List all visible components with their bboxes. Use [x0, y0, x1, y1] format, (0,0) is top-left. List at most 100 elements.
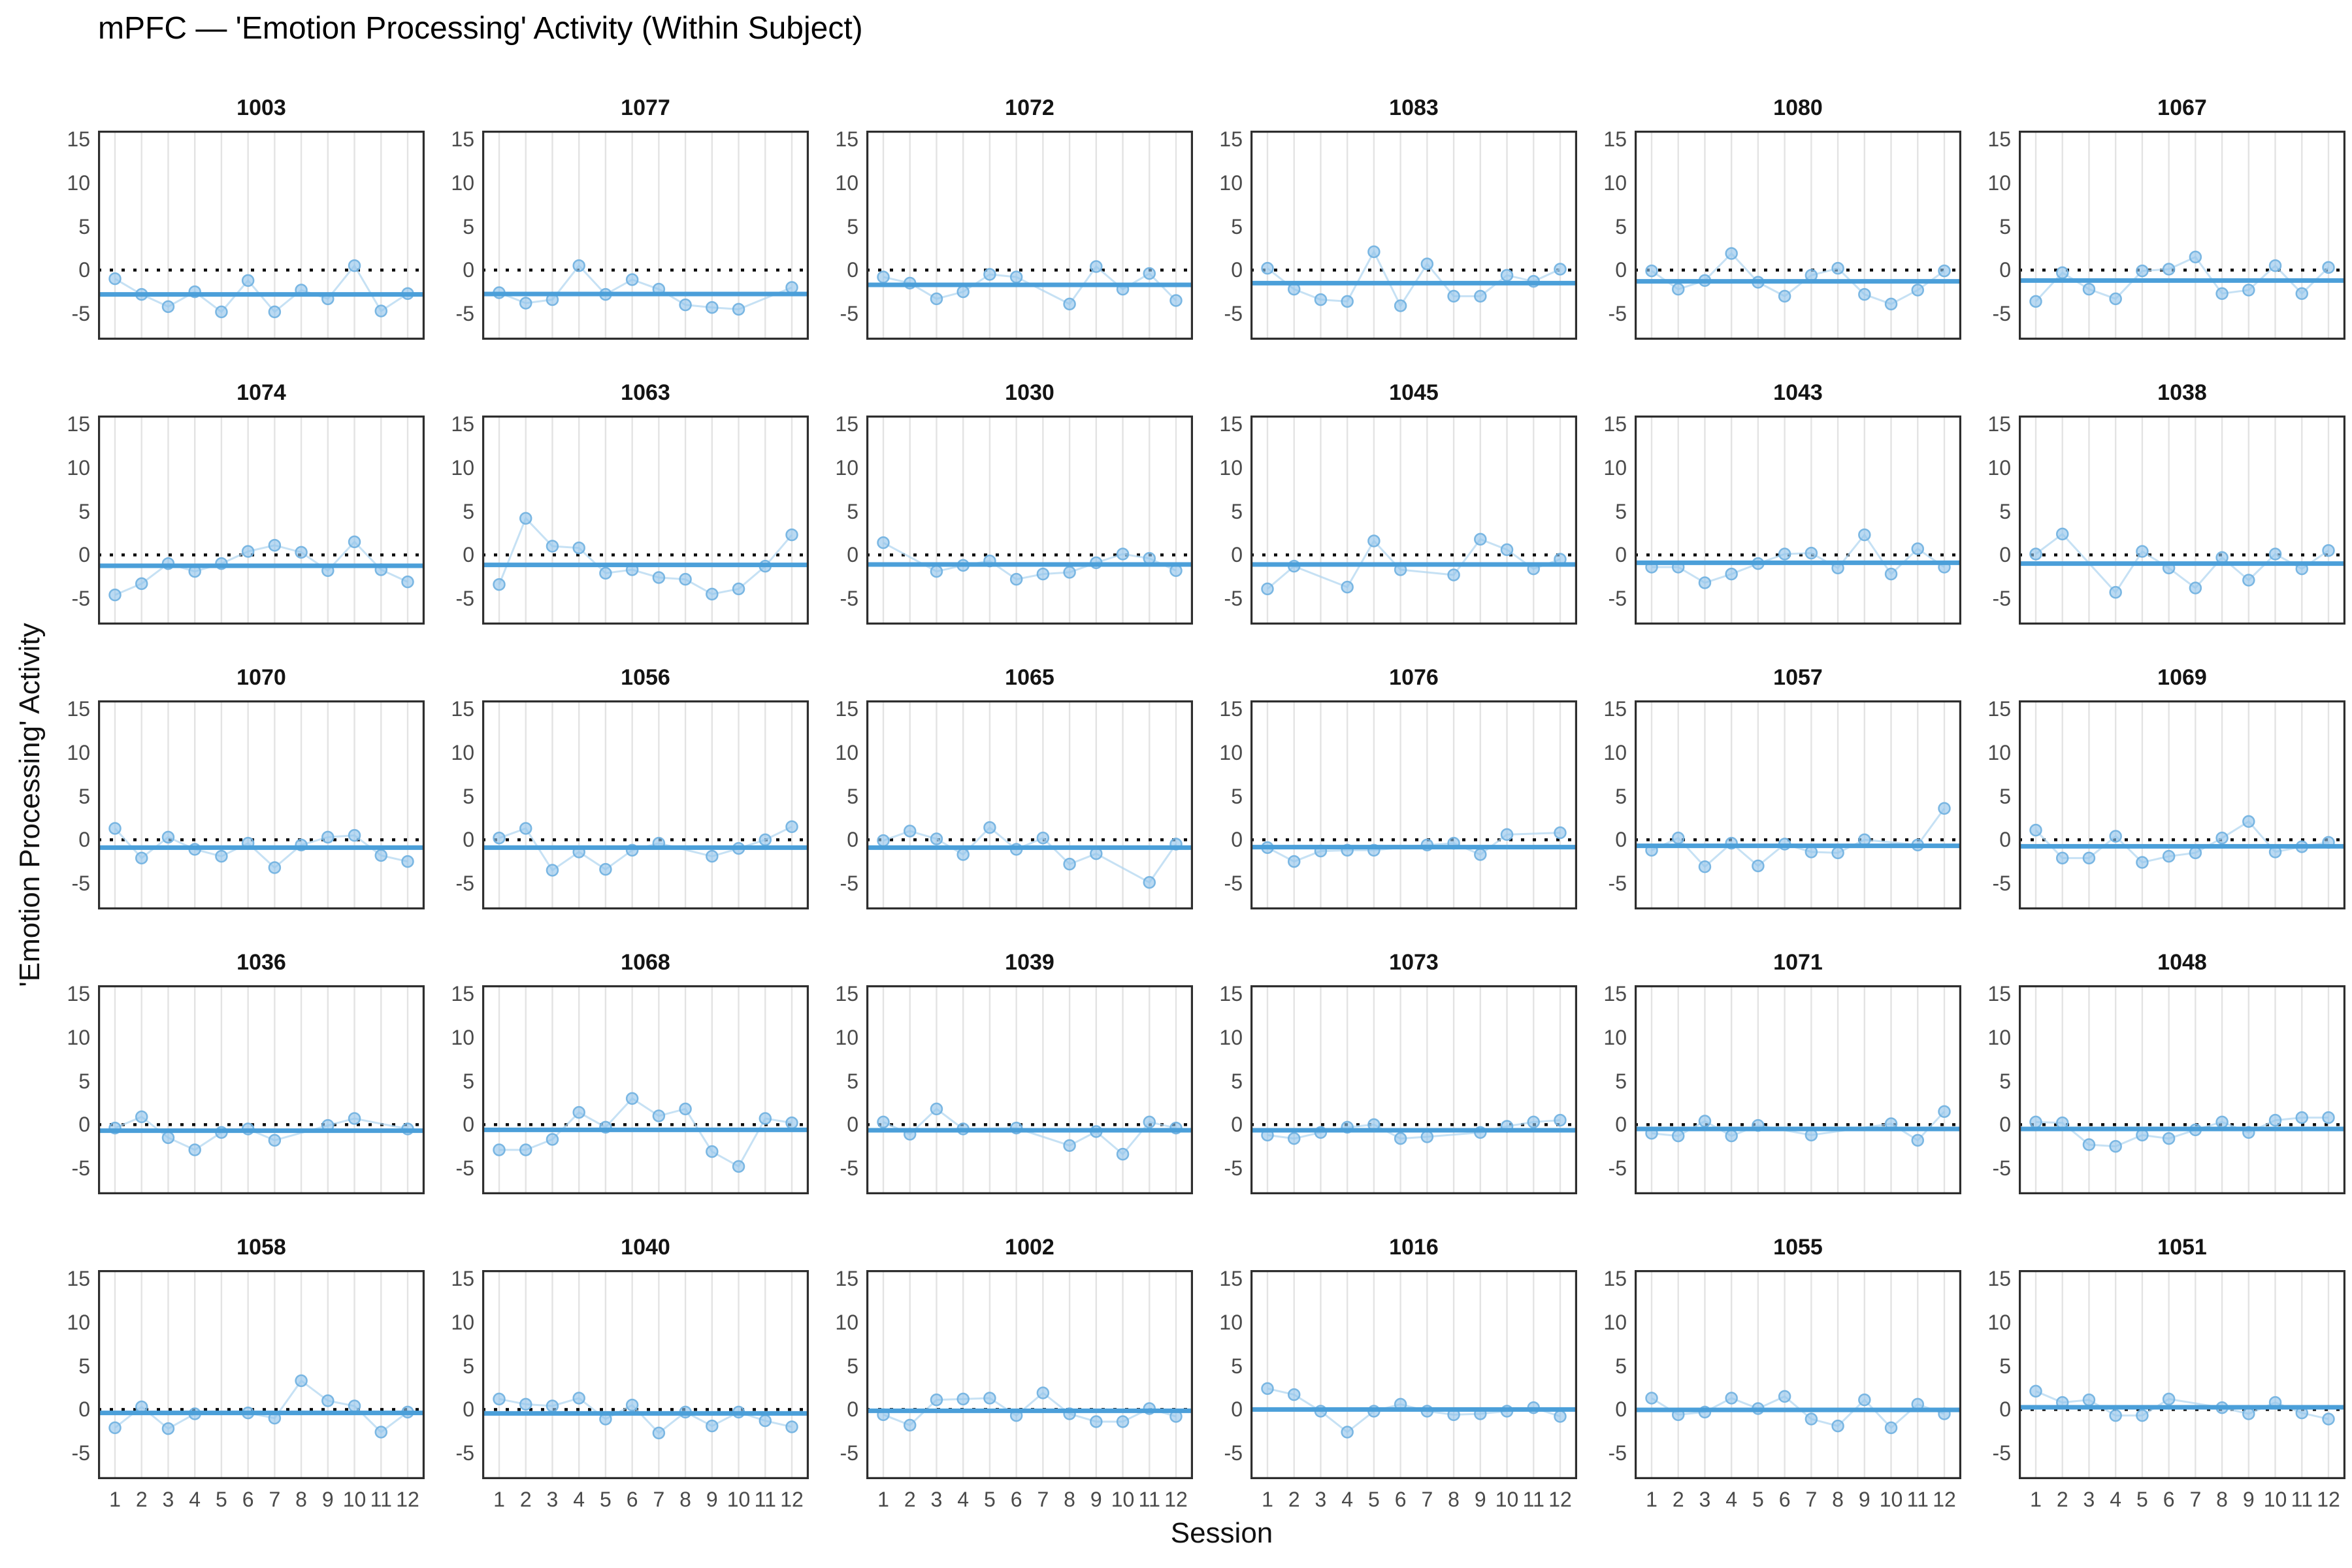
x-tick-label: 3 [162, 1488, 174, 1511]
y-tick-label: -5 [1608, 872, 1627, 895]
x-tick-label: 12 [396, 1488, 419, 1511]
x-tick-label: 5 [600, 1488, 612, 1511]
y-tick-label: -5 [840, 872, 858, 895]
facet-panel [98, 1270, 425, 1479]
x-tick-label: 5 [2136, 1488, 2148, 1511]
session-series-line [883, 542, 1177, 581]
data-point [572, 1105, 585, 1119]
page-title: mPFC — 'Emotion Processing' Activity (Wi… [98, 11, 863, 46]
data-point [348, 259, 361, 272]
x-tick-label: 10 [1111, 1488, 1135, 1511]
x-tick-label: 1 [1646, 1488, 1658, 1511]
data-point [2189, 581, 2202, 595]
y-tick-label: -5 [1992, 587, 2011, 610]
y-tick-label: 5 [78, 499, 90, 523]
data-point [2215, 1115, 2229, 1129]
facet-title: 1071 [1773, 950, 1823, 975]
y-tick-label: 15 [1603, 1267, 1627, 1291]
x-tick-label: 11 [754, 1488, 776, 1511]
y-tick-label: 5 [463, 784, 474, 808]
panel-border [1635, 700, 1961, 909]
session-series-line [1651, 252, 1945, 305]
data-point [706, 1145, 719, 1158]
facet-title: 1067 [2157, 95, 2207, 120]
facet-panel [1635, 700, 1961, 909]
data-point [519, 512, 532, 525]
facet-title: 1068 [621, 950, 670, 975]
y-tick-label: 15 [1219, 697, 1243, 721]
facet-panel [1635, 1270, 1961, 1479]
data-point [2242, 284, 2255, 297]
facet-panel [2019, 700, 2345, 909]
data-point [983, 268, 996, 281]
x-tick-label: 3 [546, 1488, 559, 1511]
data-point [1394, 1132, 1407, 1145]
y-tick-label: 5 [1231, 499, 1243, 523]
y-tick-label: -5 [840, 587, 858, 610]
facet-title: 1040 [621, 1235, 670, 1260]
y-tick-label: 10 [67, 1311, 90, 1334]
data-point [1500, 828, 1514, 841]
session-series-line [114, 540, 408, 596]
x-tick-label: 10 [1495, 1488, 1519, 1511]
data-point [1831, 1419, 1844, 1433]
data-point [706, 849, 719, 863]
x-tick-label: 2 [1288, 1488, 1300, 1511]
data-point [268, 861, 282, 874]
x-tick-label: 10 [727, 1488, 751, 1511]
x-tick-label: 6 [2163, 1488, 2175, 1511]
facet-title: 1083 [1389, 95, 1439, 120]
data-point [348, 1112, 361, 1125]
y-tick-label: 10 [67, 741, 90, 764]
data-point [215, 849, 228, 863]
facet-title: 1058 [237, 1235, 286, 1260]
y-tick-label: 10 [451, 171, 474, 195]
data-point [1420, 257, 1434, 270]
y-tick-label: 15 [1219, 412, 1243, 436]
y-tick-label: 0 [1999, 1113, 2011, 1137]
facet-title: 1030 [1005, 380, 1054, 405]
facet-panel [866, 416, 1193, 625]
y-tick-label: 5 [463, 214, 474, 238]
facet-panel [2019, 985, 2345, 1194]
data-point [2242, 1407, 2255, 1420]
data-point [108, 1421, 122, 1435]
panel-border [1250, 700, 1577, 909]
data-point [2055, 266, 2069, 280]
y-tick-label: 15 [1987, 982, 2011, 1006]
x-tick-label: 12 [1548, 1488, 1572, 1511]
data-point [903, 825, 917, 838]
y-tick-label: 10 [67, 171, 90, 195]
data-point [1752, 859, 1765, 873]
data-point [493, 1392, 506, 1406]
y-tick-label: 0 [78, 543, 90, 567]
y-tick-label: 10 [1603, 456, 1627, 480]
y-tick-label: 15 [1219, 1267, 1243, 1291]
panel-border [98, 1270, 425, 1479]
y-axis-title: 'Emotion Processing' Activity [14, 623, 46, 987]
y-tick-label: 0 [1231, 258, 1243, 282]
data-point [1341, 1426, 1354, 1439]
data-point [2242, 815, 2255, 828]
y-tick-label: -5 [1224, 587, 1243, 610]
x-tick-label: 10 [342, 1488, 367, 1511]
x-tick-label: 11 [2291, 1488, 2313, 1511]
data-point [1009, 270, 1023, 284]
y-tick-label: 0 [463, 1397, 474, 1422]
data-point [930, 1393, 943, 1407]
y-tick-label: -5 [455, 1441, 474, 1465]
x-tick-label: 3 [1699, 1488, 1711, 1511]
data-point [374, 1426, 388, 1439]
y-tick-label: 5 [847, 1069, 858, 1093]
y-tick-label: 10 [1219, 741, 1243, 764]
data-point [161, 1422, 175, 1435]
x-tick-label: 1 [877, 1488, 889, 1511]
data-point [1447, 568, 1460, 581]
x-tick-label: 8 [1064, 1488, 1075, 1511]
y-tick-label: 5 [463, 1354, 474, 1378]
y-tick-label: 15 [1219, 982, 1243, 1006]
session-series-line [1652, 533, 1945, 584]
data-point [1884, 297, 1898, 311]
panel-border [2019, 700, 2345, 909]
y-tick-label: 5 [1615, 1354, 1627, 1378]
